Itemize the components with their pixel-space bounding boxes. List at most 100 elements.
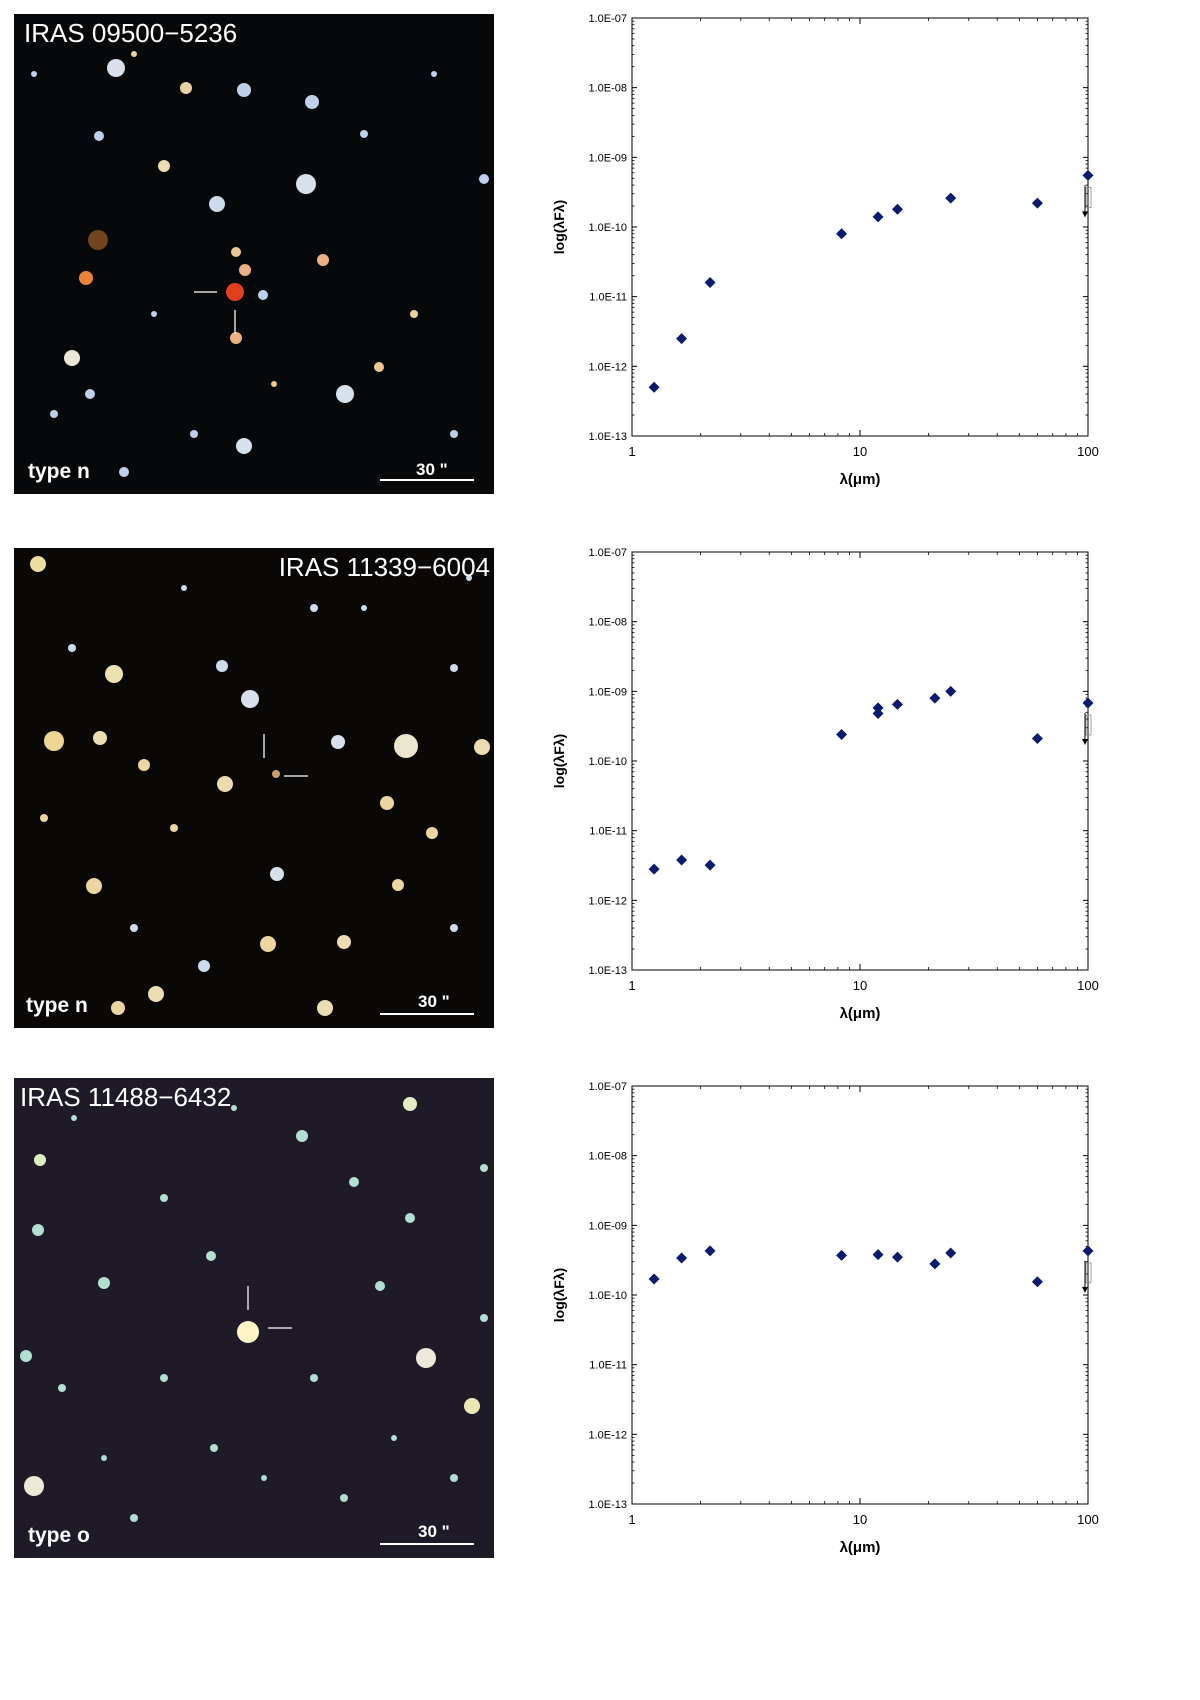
star	[296, 1130, 308, 1142]
data-point	[676, 333, 688, 345]
y-tick-label: 1.0E-08	[588, 83, 627, 95]
image-type-label: type n	[26, 994, 88, 1017]
y-tick-label: 1.0E-12	[588, 361, 627, 373]
y-tick-label: 1.0E-10	[588, 756, 627, 768]
star	[180, 82, 192, 94]
x-tick-label: 100	[1077, 1512, 1099, 1527]
data-point	[872, 702, 884, 714]
star	[450, 924, 458, 932]
image-type-label: type n	[28, 460, 90, 483]
star	[391, 1435, 397, 1441]
y-tick-label: 1.0E-13	[588, 965, 627, 977]
data-point	[945, 192, 957, 204]
star	[317, 254, 329, 266]
sed-chart-1: 1.0E-13 1.0E-12 1.0E-11 1.0E-10 1.0E-09 1.0E-…	[551, 13, 1099, 488]
star	[181, 585, 187, 591]
star	[349, 1177, 359, 1187]
star	[111, 1001, 125, 1015]
star	[64, 350, 80, 366]
x-tick-label: 1	[628, 978, 635, 993]
scale-bar-label: 30 "	[418, 992, 450, 1011]
y-axis-label: log(λFλ)	[551, 200, 567, 254]
upper-limit-arrow	[1082, 739, 1088, 746]
data-point	[1082, 169, 1094, 181]
y-tick-label: 1.0E-12	[588, 1429, 627, 1441]
data-point	[1031, 1276, 1043, 1288]
upper-limit-arrow	[1082, 1286, 1088, 1293]
data-point	[836, 1249, 848, 1261]
star	[190, 430, 198, 438]
plot-frame	[631, 551, 1089, 971]
star	[101, 1455, 107, 1461]
star	[236, 438, 252, 454]
star	[119, 467, 129, 477]
star	[130, 1514, 138, 1522]
data-point	[1031, 197, 1043, 209]
sed-chart-2: 1.0E-13 1.0E-12 1.0E-11 1.0E-10 1.0E-09 1.0E-…	[551, 547, 1099, 1022]
x-tick-label: 10	[853, 1512, 867, 1527]
star	[258, 290, 268, 300]
upper-limit-box	[1085, 1262, 1092, 1284]
star	[271, 381, 277, 387]
y-axis-label: log(λFλ)	[551, 1268, 567, 1322]
star	[94, 131, 104, 141]
star	[331, 735, 345, 749]
scale-bar-label: 30 "	[416, 460, 448, 479]
x-tick-label: 100	[1077, 978, 1099, 993]
star	[86, 878, 102, 894]
data-point	[1082, 1245, 1094, 1257]
image-type-label: type o	[28, 1524, 90, 1547]
y-tick-label: 1.0E-09	[588, 686, 627, 698]
data-point	[929, 692, 941, 704]
star-field	[30, 556, 490, 1016]
star	[58, 1384, 66, 1392]
data-point	[872, 1249, 884, 1261]
sky-image-3: IRAS 11488−6432 type o 30 "	[14, 1078, 494, 1558]
star	[239, 264, 251, 276]
star	[410, 310, 418, 318]
data-point	[945, 685, 957, 697]
star	[198, 960, 210, 972]
x-axis-label: λ(μm)	[840, 1005, 881, 1022]
y-tick-label: 1.0E-10	[588, 1290, 627, 1302]
star	[131, 51, 137, 57]
star-field	[20, 1097, 488, 1545]
data-point	[704, 859, 716, 871]
y-tick-label: 1.0E-09	[588, 1220, 627, 1232]
star	[68, 644, 76, 652]
y-tick-label: 1.0E-12	[588, 895, 627, 907]
y-tick-label: 1.0E-13	[588, 431, 627, 443]
star	[210, 1444, 218, 1452]
data-point	[945, 1247, 957, 1259]
star	[85, 389, 95, 399]
star	[260, 936, 276, 952]
star	[130, 924, 138, 932]
star	[34, 1154, 46, 1166]
star	[138, 759, 150, 771]
star	[24, 1476, 44, 1496]
y-tick-label: 1.0E-07	[588, 547, 627, 559]
star	[340, 1494, 348, 1502]
scale-bar-label: 30 "	[418, 1522, 450, 1541]
data-point	[872, 211, 884, 223]
star	[405, 1213, 415, 1223]
star	[375, 1281, 385, 1291]
star	[158, 160, 170, 172]
data-point	[836, 228, 848, 240]
star	[480, 1164, 488, 1172]
target-source	[272, 770, 280, 778]
data-point	[676, 1252, 688, 1264]
star	[148, 986, 164, 1002]
sky-image-1: IRAS 09500−5236 type n 30 "	[14, 14, 494, 494]
upper-limit-box	[1085, 714, 1092, 736]
y-tick-label: 1.0E-11	[589, 826, 627, 838]
star	[480, 1314, 488, 1322]
star	[450, 430, 458, 438]
star	[310, 604, 318, 612]
star	[216, 660, 228, 672]
star	[105, 665, 123, 683]
star	[44, 731, 64, 751]
image-title: IRAS 09500−5236	[24, 18, 238, 48]
x-tick-label: 10	[853, 444, 867, 459]
upper-limit-box	[1085, 187, 1092, 208]
